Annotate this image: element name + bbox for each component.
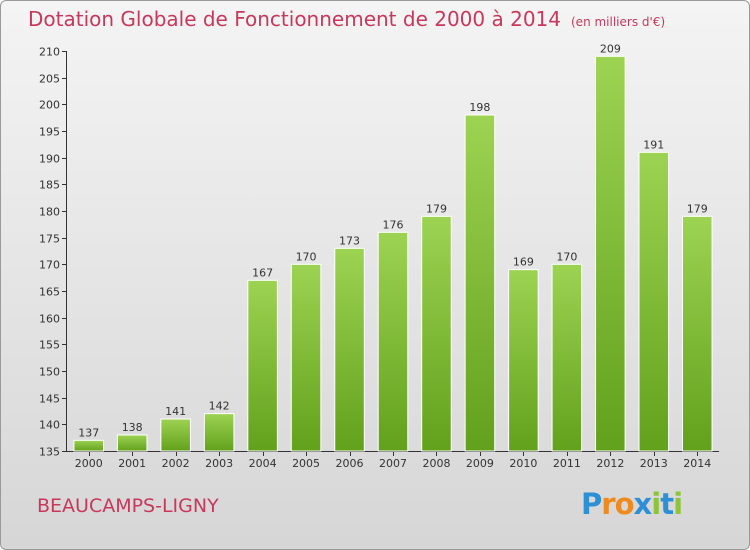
x-axis: 2000 2001 2002 2003 2004 2005 2006 2007 2008 2009… (66, 451, 719, 470)
bar (638, 151, 670, 452)
bar-value-label: 137 (78, 426, 99, 439)
title-text: Dotation Globale de Fonctionnement de 20… (28, 7, 561, 31)
logo-letter: o (614, 487, 635, 521)
x-tick-label: 2004 (249, 457, 277, 470)
logo-letter: t (660, 487, 674, 521)
bar-value-label: 138 (122, 421, 143, 434)
title-unit: (en milliers d'€) (571, 15, 666, 29)
y-tick-label: 170 (39, 259, 60, 272)
bar-value-label: 176 (383, 218, 404, 231)
bars: 137 138 141 142 167 170 173 176 179 198 169 170 209 1… (73, 42, 713, 452)
bar (464, 114, 496, 452)
x-tick-label: 2000 (75, 457, 103, 470)
bar-value-label: 179 (687, 202, 708, 215)
bar-value-label: 191 (643, 138, 664, 151)
x-tick-label: 2001 (118, 457, 146, 470)
bar-value-label: 173 (339, 234, 360, 247)
x-tick-label: 2002 (162, 457, 190, 470)
bar (595, 55, 626, 452)
bar-value-label: 142 (209, 400, 230, 413)
y-tick-label: 165 (39, 286, 60, 299)
bar (551, 263, 583, 452)
y-tick-label: 155 (39, 339, 60, 352)
y-tick-label: 140 (39, 419, 60, 432)
y-tick-label: 195 (39, 126, 60, 139)
y-tick-label: 135 (39, 446, 60, 459)
bar (160, 418, 191, 452)
logo-letter: i (651, 487, 661, 521)
bar-value-label: 198 (469, 101, 490, 114)
x-tick-label: 2014 (683, 457, 711, 470)
x-tick-label: 2010 (509, 457, 537, 470)
bar-value-label: 169 (513, 256, 534, 269)
y-tick-label: 145 (39, 393, 60, 406)
bar (334, 247, 365, 452)
bar-value-label: 179 (426, 202, 447, 215)
logo-letter: r (601, 487, 615, 521)
y-tick-label: 210 (39, 46, 60, 59)
logo-letter: x (633, 487, 653, 521)
y-tick-label: 190 (39, 153, 60, 166)
bar (681, 215, 713, 452)
bar (421, 215, 452, 452)
bar (508, 269, 539, 452)
y-tick-label: 160 (39, 313, 60, 326)
y-tick-label: 150 (39, 366, 60, 379)
x-tick-label: 2011 (553, 457, 581, 470)
logo-letter: i (673, 487, 683, 521)
y-axis: 135 140 145 150 155 160 165 170 175 180 185 190 195 2… (39, 46, 67, 459)
chart-title: Dotation Globale de Fonctionnement de 20… (28, 7, 665, 31)
bar-value-label: 170 (556, 250, 577, 263)
x-tick-label: 2009 (466, 457, 494, 470)
y-tick-label: 185 (39, 179, 60, 192)
x-tick-label: 2012 (596, 457, 624, 470)
bar-value-label: 209 (600, 42, 621, 55)
proxiti-logo: Proxiti (581, 487, 683, 521)
y-tick-label: 200 (39, 99, 60, 112)
y-tick-label: 180 (39, 206, 60, 219)
bar (203, 413, 235, 452)
bar (116, 434, 148, 452)
bar (73, 439, 105, 452)
bar-value-label: 141 (165, 405, 186, 418)
logo-letter: P (581, 487, 602, 521)
commune-name: BEAUCAMPS-LIGNY (37, 495, 219, 517)
x-tick-label: 2013 (640, 457, 668, 470)
x-tick-label: 2007 (379, 457, 407, 470)
bar-value-label: 170 (296, 250, 317, 263)
bar (247, 279, 278, 452)
y-tick-label: 175 (39, 233, 60, 246)
y-tick-label: 205 (39, 73, 60, 86)
x-tick-label: 2008 (422, 457, 450, 470)
bar-value-label: 167 (252, 266, 273, 279)
x-tick-label: 2005 (292, 457, 320, 470)
bar (377, 231, 409, 452)
x-tick-label: 2006 (336, 457, 364, 470)
x-tick-label: 2003 (205, 457, 233, 470)
bar (290, 263, 322, 452)
